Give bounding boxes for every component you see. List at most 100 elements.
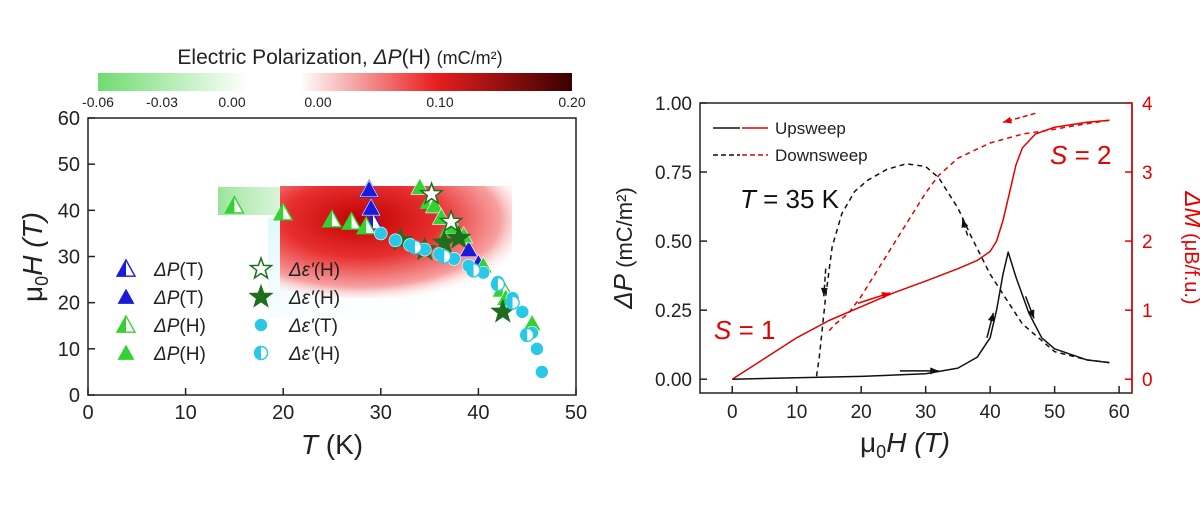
right-y2label-sym: ΔM xyxy=(1179,190,1200,227)
legend-label-sym: ΔP xyxy=(153,344,180,365)
left-ytick-label: 0 xyxy=(69,385,80,407)
left-point-circle xyxy=(388,233,403,248)
legend-label-arg: (H) xyxy=(179,344,205,365)
right-xlabel-sym: μ xyxy=(860,427,876,458)
left-point-circle-half xyxy=(437,249,452,264)
annotation-s1-sym: S xyxy=(714,315,732,345)
left-ylabel: μ0H (T) xyxy=(17,212,52,302)
colorbar-title: Electric Polarization, ΔP(H) (mC/m²) xyxy=(177,46,502,69)
sweep-arrow-head xyxy=(820,287,828,297)
left-ylabel-sym: μ xyxy=(17,286,48,302)
left-data-marks xyxy=(224,177,549,379)
right-y2tick-label: 1 xyxy=(1142,301,1153,322)
left-xtick-label: 20 xyxy=(272,402,294,424)
left-point-triangle xyxy=(361,198,381,216)
right-y2tick-label: 4 xyxy=(1142,94,1153,115)
right-ytick-label: 0.00 xyxy=(655,370,692,391)
legend-label-sym: ΔP xyxy=(153,316,180,337)
left-ylabel-sub: 0 xyxy=(32,276,52,286)
left-xtick-label: 0 xyxy=(82,402,93,424)
line-polarization-upsweep xyxy=(732,251,1110,380)
left-point-circle-half xyxy=(490,277,506,292)
legend-label-arg: (T) xyxy=(179,288,203,309)
right-ytick-label: 1.00 xyxy=(655,94,692,115)
legend-label-sym: ΔP xyxy=(153,260,180,281)
left-xtick-label: 30 xyxy=(370,402,392,424)
right-y2tick-label: 3 xyxy=(1142,163,1153,184)
left-point-triangle xyxy=(359,179,379,198)
colorbar-negative xyxy=(98,73,248,91)
right-xlabel-rest: H (T) xyxy=(886,427,950,458)
sweep-arrow-head xyxy=(1003,116,1012,124)
sweep-arrow-head xyxy=(881,292,891,299)
sweep-arrow-head xyxy=(961,219,969,228)
right-xtick-label: 50 xyxy=(1044,402,1065,423)
legend-label: ΔP(T) xyxy=(153,260,204,281)
left-point-triangle-half xyxy=(355,216,377,235)
right-xlabel-sub: 0 xyxy=(876,442,886,462)
left-point-triangle xyxy=(459,239,479,258)
colorbar-title-unit: (mC/m²) xyxy=(437,48,503,68)
annotation-temperature-text: = 35 K xyxy=(756,184,840,214)
left-point-triangle xyxy=(424,196,444,214)
left-point-star-open xyxy=(419,181,445,205)
left-xlabel-unit: (K) xyxy=(318,429,363,460)
left-ytick-label: 30 xyxy=(58,247,80,269)
left-point-triangle-half xyxy=(321,209,343,228)
sweep-arrow-head xyxy=(1027,309,1035,319)
legend-label: ΔP(H) xyxy=(153,316,206,337)
sweep-arrow-head xyxy=(930,367,939,375)
right-xlabel: μ0H (T) xyxy=(860,427,950,462)
annotation-temperature: T = 35 K xyxy=(740,184,840,214)
legend-label-arg: (H) xyxy=(179,316,205,337)
legend-label-arg: (H) xyxy=(314,288,340,309)
colorbar-tick: 0.10 xyxy=(426,94,453,110)
right-y2tick-label: 2 xyxy=(1142,232,1153,253)
legend-label: Δε'(H) xyxy=(288,288,340,309)
legend-label-sym: Δε' xyxy=(288,344,315,365)
left-xlabel: T (K) xyxy=(301,429,363,460)
right-y2tick-label: 0 xyxy=(1142,370,1153,391)
left-point-star-open xyxy=(438,208,464,233)
annotation-s2-text: = 2 xyxy=(1067,140,1111,170)
left-ytick-label: 40 xyxy=(58,200,80,222)
legend-marker-triangle-half xyxy=(115,258,137,277)
right-y2label-unit: (μB/f.u.) xyxy=(1180,228,1200,305)
legend-label: Δε'(H) xyxy=(288,344,340,365)
legend-label: Downsweep xyxy=(775,146,868,165)
left-ylabel-rest: H (T) xyxy=(17,212,48,276)
legend-marker-star xyxy=(248,283,274,308)
colorbar-tick: -0.03 xyxy=(146,94,178,110)
left-legend: ΔP(T)ΔP(T)ΔP(H)ΔP(H)Δε'(H)Δε'(H)Δε'(T)Δε… xyxy=(115,255,340,365)
right-data-lines xyxy=(731,119,1110,380)
left-xtick-label: 50 xyxy=(565,402,587,424)
legend-marker-circle-half xyxy=(253,345,269,361)
left-ytick-label: 10 xyxy=(58,339,80,361)
annotation-temperature-sym: T xyxy=(740,184,758,214)
legend-label-sym: ΔP xyxy=(153,288,180,309)
left-point-triangle-half xyxy=(224,195,245,214)
colorbar-title-post: (H) xyxy=(402,46,437,69)
right-ytick-label: 0.75 xyxy=(655,163,692,184)
sweep-arrow xyxy=(961,218,969,236)
right-axis-ticks: 0 10 20 30 40 50 60 0.00 0.25 0.50 0.75 1.00 0 1 2 3 4 xyxy=(655,94,1153,423)
left-point-circle xyxy=(373,226,388,241)
left-point-circle xyxy=(515,305,530,319)
left-point-circle-half xyxy=(407,240,423,255)
left-xtick-label: 40 xyxy=(467,402,489,424)
colorbar-tick: 0.00 xyxy=(304,94,331,110)
legend-label: ΔP(H) xyxy=(153,344,206,365)
legend-marker-triangle xyxy=(116,343,136,361)
left-ytick-label: 50 xyxy=(58,154,80,176)
legend-label-arg: (T) xyxy=(179,260,203,281)
left-point-circle xyxy=(530,342,544,356)
colorbar-tick: -0.06 xyxy=(82,94,114,110)
right-legend: Upsweep Downsweep xyxy=(713,119,868,165)
legend-label: Δε'(H) xyxy=(288,260,340,281)
legend-label-arg: (H) xyxy=(314,344,340,365)
left-xtick-label: 10 xyxy=(174,402,196,424)
right-ylabel: ΔP (mC/m²) xyxy=(608,187,638,310)
